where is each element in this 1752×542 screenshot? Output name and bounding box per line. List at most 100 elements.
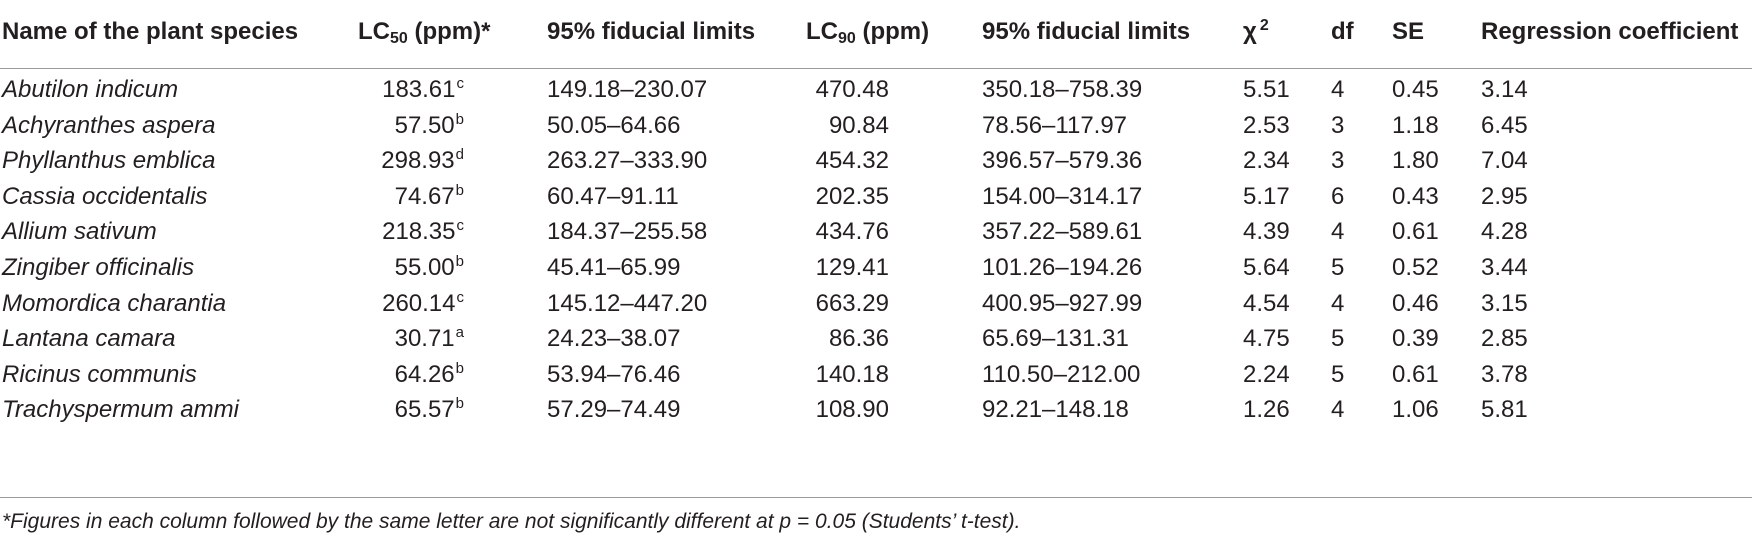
cell-se: 0.45 xyxy=(1392,76,1439,103)
cell-lc50-letter: d xyxy=(455,146,464,164)
cell-lc90: 454.32 xyxy=(815,147,889,175)
cell-df: 4 xyxy=(1331,76,1345,103)
cell-limits-2: 357.22–589.61 xyxy=(982,218,1143,246)
cell-regression: 2.85 xyxy=(1481,325,1528,353)
cell-limits-1: 45.41–65.99 xyxy=(547,254,681,281)
header-chi-sup: 2 xyxy=(1259,17,1269,34)
table-row: Zingiber officinalis 55.00b 45.41–65.99 129… xyxy=(0,248,1752,288)
cell-chi-square: 4.75 xyxy=(1243,325,1290,353)
header-df: df xyxy=(1331,18,1354,45)
cell-limits-2: 110.50–212.00 xyxy=(982,360,1141,388)
cell-lc50-letter: c xyxy=(456,75,465,92)
header-lc50-post: (ppm)* xyxy=(407,18,491,45)
table-row: Achyranthes aspera 57.50b 50.05–64.66 90.84… xyxy=(0,106,1752,146)
header-lc90-sub: 90 xyxy=(838,30,856,47)
cell-lc50-value: 218.35 xyxy=(382,218,456,246)
footer-divider xyxy=(0,497,1752,498)
cell-species: Achyranthes aspera xyxy=(2,111,216,139)
cell-lc90: 129.41 xyxy=(815,254,889,281)
table-row: Ricinus communis 64.26b 53.94–76.46 140.18 1… xyxy=(0,355,1752,395)
cell-lc90: 108.90 xyxy=(815,396,889,424)
header-limits-2: 95% fiducial limits xyxy=(982,18,1191,45)
cell-lc50: 183.61c xyxy=(358,70,464,110)
cell-df: 5 xyxy=(1331,360,1345,388)
cell-limits-1: 263.27–333.90 xyxy=(547,147,708,175)
cell-limits-2: 78.56–117.97 xyxy=(982,111,1128,139)
cell-lc50-letter: b xyxy=(455,359,464,377)
cell-lc50-value: 298.93 xyxy=(381,147,455,175)
cell-regression: 2.95 xyxy=(1481,182,1528,210)
cell-regression: 6.45 xyxy=(1481,111,1528,139)
cell-se: 1.18 xyxy=(1392,111,1439,139)
cell-regression: 7.04 xyxy=(1481,147,1528,175)
cell-lc50-letter: c xyxy=(456,217,465,235)
cell-chi-square: 2.24 xyxy=(1243,360,1290,388)
header-chi-base: χ xyxy=(1243,18,1257,45)
cell-limits-1: 24.23–38.07 xyxy=(547,325,681,353)
cell-df: 3 xyxy=(1331,147,1345,175)
cell-lc50: 298.93d xyxy=(358,141,464,181)
cell-limits-2: 350.18–758.39 xyxy=(982,76,1143,103)
cell-lc50-letter: b xyxy=(455,395,464,413)
cell-lc50-value: 74.67 xyxy=(394,182,455,210)
cell-limits-1: 53.94–76.46 xyxy=(547,360,681,388)
cell-lc50-letter: b xyxy=(455,110,464,128)
cell-chi-square: 4.39 xyxy=(1243,218,1290,246)
header-lc90: LC90 (ppm) xyxy=(806,12,929,52)
cell-lc50: 57.50b xyxy=(358,106,464,146)
cell-chi-square: 5.17 xyxy=(1243,182,1290,210)
header-lc50: LC50 (ppm)* xyxy=(358,12,490,52)
cell-limits-1: 184.37–255.58 xyxy=(547,218,708,246)
cell-chi-square: 5.51 xyxy=(1243,76,1290,103)
cell-se: 0.39 xyxy=(1392,325,1439,353)
cell-lc90: 140.18 xyxy=(815,360,889,388)
cell-lc50: 74.67b xyxy=(358,177,464,217)
cell-species: Zingiber officinalis xyxy=(2,254,195,281)
cell-limits-1: 50.05–64.66 xyxy=(547,111,681,139)
table-row: Lantana camara 30.71a 24.23–38.07 86.36 65.6… xyxy=(0,319,1752,359)
cell-regression: 3.78 xyxy=(1481,360,1528,388)
table-header-row: Name of the plant species LC50 (ppm)* 95… xyxy=(0,12,1752,52)
header-lc50-sub: 50 xyxy=(390,30,408,47)
cell-lc90: 470.48 xyxy=(815,76,889,103)
cell-df: 4 xyxy=(1331,396,1345,424)
cell-chi-square: 1.26 xyxy=(1243,396,1290,424)
cell-df: 6 xyxy=(1331,182,1345,210)
cell-chi-square: 2.34 xyxy=(1243,147,1290,175)
table-row: Abutilon indicum 183.61c 149.18–230.07 470.… xyxy=(0,70,1752,110)
cell-lc90: 86.36 xyxy=(828,325,889,353)
cell-limits-2: 396.57–579.36 xyxy=(982,147,1143,175)
cell-limits-1: 57.29–74.49 xyxy=(547,396,681,424)
cell-limits-2: 101.26–194.26 xyxy=(982,254,1143,281)
cell-regression: 3.14 xyxy=(1481,76,1528,103)
header-divider xyxy=(0,68,1752,69)
table-row: Phyllanthus emblica 298.93d 263.27–333.90 4… xyxy=(0,141,1752,181)
cell-df: 4 xyxy=(1331,289,1345,317)
cell-limits-2: 65.69–131.31 xyxy=(982,325,1129,353)
cell-species: Ricinus communis xyxy=(2,360,197,388)
header-lc90-pre: LC xyxy=(806,18,838,45)
cell-se: 0.46 xyxy=(1392,289,1439,317)
header-lc90-post: (ppm) xyxy=(855,18,930,45)
cell-lc50: 260.14c xyxy=(358,284,464,324)
cell-se: 0.61 xyxy=(1392,218,1439,246)
table-row: Momordica charantia 260.14c 145.12–447.20 6… xyxy=(0,284,1752,324)
cell-df: 5 xyxy=(1331,254,1345,281)
cell-lc50-value: 30.71 xyxy=(394,325,455,353)
cell-lc50: 30.71a xyxy=(358,319,464,359)
cell-df: 4 xyxy=(1331,218,1345,246)
cell-lc50: 65.57b xyxy=(358,390,464,430)
cell-se: 1.80 xyxy=(1392,147,1439,175)
cell-se: 1.06 xyxy=(1392,396,1439,424)
cell-se: 0.61 xyxy=(1392,360,1439,388)
cell-species: Cassia occidentalis xyxy=(2,182,208,210)
cell-lc50-value: 55.00 xyxy=(394,254,455,281)
cell-lc50-letter: c xyxy=(456,288,465,306)
cell-lc50-value: 64.26 xyxy=(394,360,455,388)
table-row: Cassia occidentalis 74.67b 60.47–91.11 202.… xyxy=(0,177,1752,217)
cell-se: 0.43 xyxy=(1392,182,1439,210)
cell-species: Trachyspermum ammi xyxy=(2,396,239,424)
cell-regression: 3.44 xyxy=(1481,254,1528,281)
cell-species: Momordica charantia xyxy=(2,289,227,317)
